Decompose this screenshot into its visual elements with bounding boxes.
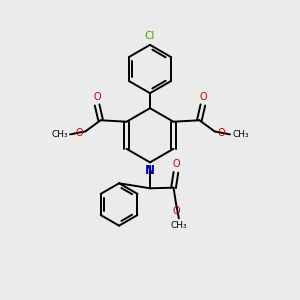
Text: Cl: Cl	[145, 31, 155, 41]
Text: O: O	[172, 206, 180, 216]
Text: N: N	[145, 164, 155, 177]
Text: O: O	[93, 92, 101, 102]
Text: CH₃: CH₃	[170, 221, 187, 230]
Text: O: O	[217, 128, 225, 138]
Text: O: O	[199, 92, 207, 102]
Text: CH₃: CH₃	[51, 130, 68, 139]
Text: CH₃: CH₃	[232, 130, 249, 139]
Text: O: O	[173, 159, 180, 170]
Text: O: O	[75, 128, 83, 138]
